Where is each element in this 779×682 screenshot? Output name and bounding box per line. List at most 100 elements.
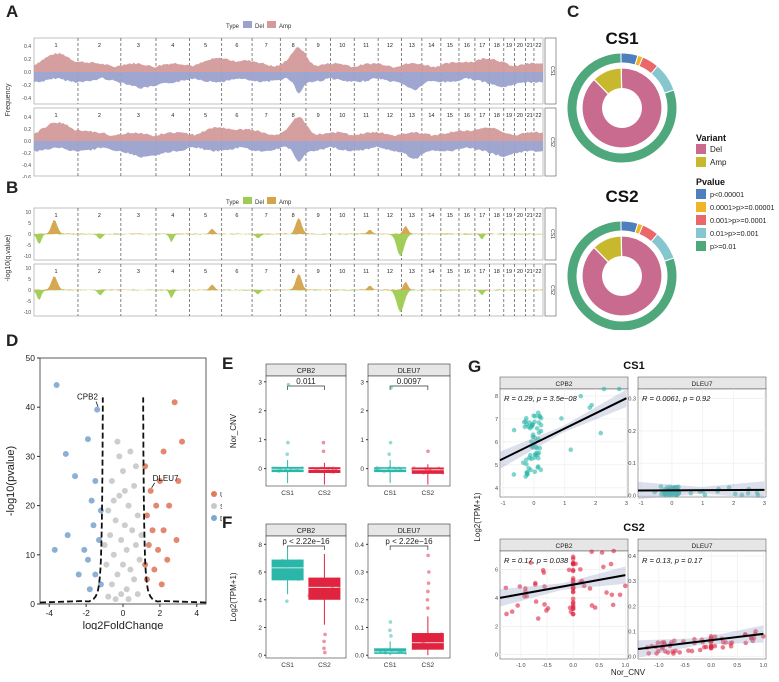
x-tick-label: CS2: [422, 662, 435, 669]
box-jitter-point: [399, 468, 403, 472]
chromosome-label: 2: [98, 113, 101, 119]
chromosome-label: 10: [339, 269, 345, 275]
y-tick-label: 50: [26, 353, 36, 363]
box-jitter-point: [330, 585, 334, 589]
pvalue-legend-swatch: [696, 202, 706, 212]
scatter-point: [672, 490, 678, 496]
chromosome-label: 8: [292, 269, 295, 275]
box-jitter-point: [322, 584, 326, 588]
chromosome-label: 14: [428, 269, 434, 275]
variant-legend-label: Del: [710, 145, 722, 154]
box-jitter-point: [397, 466, 401, 470]
box-jitter-point: [410, 467, 414, 471]
volcano-point: [121, 522, 128, 529]
box-jitter-point: [441, 471, 445, 475]
threshold-curve-right: [142, 397, 207, 604]
box-jitter-point: [387, 467, 391, 471]
box-jitter-point: [296, 468, 300, 472]
chart-f-expression-boxplot: Log2(TPM+1) CPB2 0 2 4 6 8 CS1 CS2 p < 2.22e−16 DL…: [229, 523, 451, 669]
chromosome-label: 4: [171, 269, 174, 275]
chromosome-label: 15: [447, 213, 453, 219]
chromosome-label: 3: [137, 269, 140, 275]
group-title: CS1: [623, 360, 644, 372]
box-jitter-point: [287, 568, 291, 572]
box-outlier: [322, 646, 326, 651]
box-jitter-point: [281, 560, 285, 564]
volcano-point: [62, 450, 69, 457]
box-jitter-point: [384, 650, 388, 654]
pvalue-label: 0.011: [296, 377, 316, 386]
pvalue-bracket: [287, 385, 325, 390]
box-jitter-point: [382, 470, 386, 474]
facet-title: CPB2: [297, 528, 315, 535]
y-tick-label: 2: [495, 624, 498, 630]
pvalue-bracket: [389, 545, 429, 550]
box-jitter-point: [400, 650, 404, 654]
chart-c-donut-summary: CS1 CS2 Variant Del Amp Pvalue p<0.00001 0.0001…: [566, 29, 775, 330]
x-tick-label: 2: [594, 501, 597, 507]
box-jitter-point: [392, 466, 396, 470]
x-tick-label: 1: [701, 501, 704, 507]
pvalue-legend-title: Pvalue: [696, 177, 725, 187]
scatter-point: [534, 426, 540, 431]
volcano-point: [179, 438, 186, 445]
box-jitter-point: [313, 468, 317, 472]
scatter-point: [542, 602, 547, 607]
scatter-point: [708, 645, 714, 651]
y-tick-label: 0.2: [24, 127, 31, 133]
variant-legend-label: Amp: [710, 158, 727, 167]
y-tick-label: 0.0: [628, 493, 636, 499]
facet-strip-label: CS2: [549, 137, 555, 147]
x-tick-label: -1.0: [654, 663, 663, 669]
y-tick-label: -5: [27, 299, 32, 305]
chromosome-label: 22: [535, 213, 541, 219]
donut-title: CS1: [605, 29, 638, 48]
volcano-point: [147, 487, 154, 494]
box-jitter-point: [334, 581, 338, 585]
box-jitter-point: [307, 594, 311, 598]
legend-marker: [211, 515, 217, 521]
box-jitter-point: [398, 649, 402, 653]
box-jitter-point: [295, 468, 299, 472]
chromosome-label: 2: [98, 213, 101, 219]
scatter-point: [504, 611, 509, 617]
correlation-stat: R = 0.13, p = 0.17: [642, 556, 703, 565]
y-tick-label: 0: [360, 466, 364, 473]
y-tick-label: 0.3: [628, 397, 636, 403]
chromosome-label: 15: [447, 43, 453, 49]
chromosome-label: 10: [339, 113, 345, 119]
box-body: [308, 467, 341, 473]
box-jitter-point: [435, 645, 439, 649]
chromosome-label: 12: [387, 213, 393, 219]
annotation-label: CPB2: [77, 393, 98, 402]
scatter-point: [525, 472, 530, 477]
scatter-point: [697, 647, 703, 653]
chromosome-label: 7: [265, 43, 268, 49]
x-tick-label: CS1: [281, 490, 294, 497]
box-outlier: [388, 620, 393, 624]
scatter-point: [530, 432, 536, 437]
box-jitter-point: [289, 467, 293, 471]
scatter-point: [538, 467, 544, 473]
box-jitter-point: [286, 561, 290, 565]
scatter-point: [589, 549, 595, 555]
chromosome-label: 20: [517, 213, 523, 219]
facet-title: CPB2: [297, 368, 315, 375]
scatter-point: [601, 564, 606, 570]
box-jitter-point: [378, 649, 382, 653]
scatter-point: [570, 589, 576, 595]
chromosome-label: 20: [517, 113, 523, 119]
box-jitter-point: [284, 564, 288, 568]
volcano-point: [121, 487, 128, 494]
x-tick-label: 2: [732, 501, 735, 507]
volcano-point: [92, 478, 99, 484]
y-tick-label: 10: [26, 550, 36, 560]
legend-del-swatch: [243, 21, 252, 28]
box-jitter-point: [396, 650, 400, 654]
y-tick-label: 0: [258, 653, 262, 660]
box-jitter-point: [273, 466, 277, 470]
x-tick-label: CS2: [422, 490, 435, 497]
x-tick-label: -1.0: [516, 663, 525, 669]
chromosome-label: 12: [387, 269, 393, 275]
